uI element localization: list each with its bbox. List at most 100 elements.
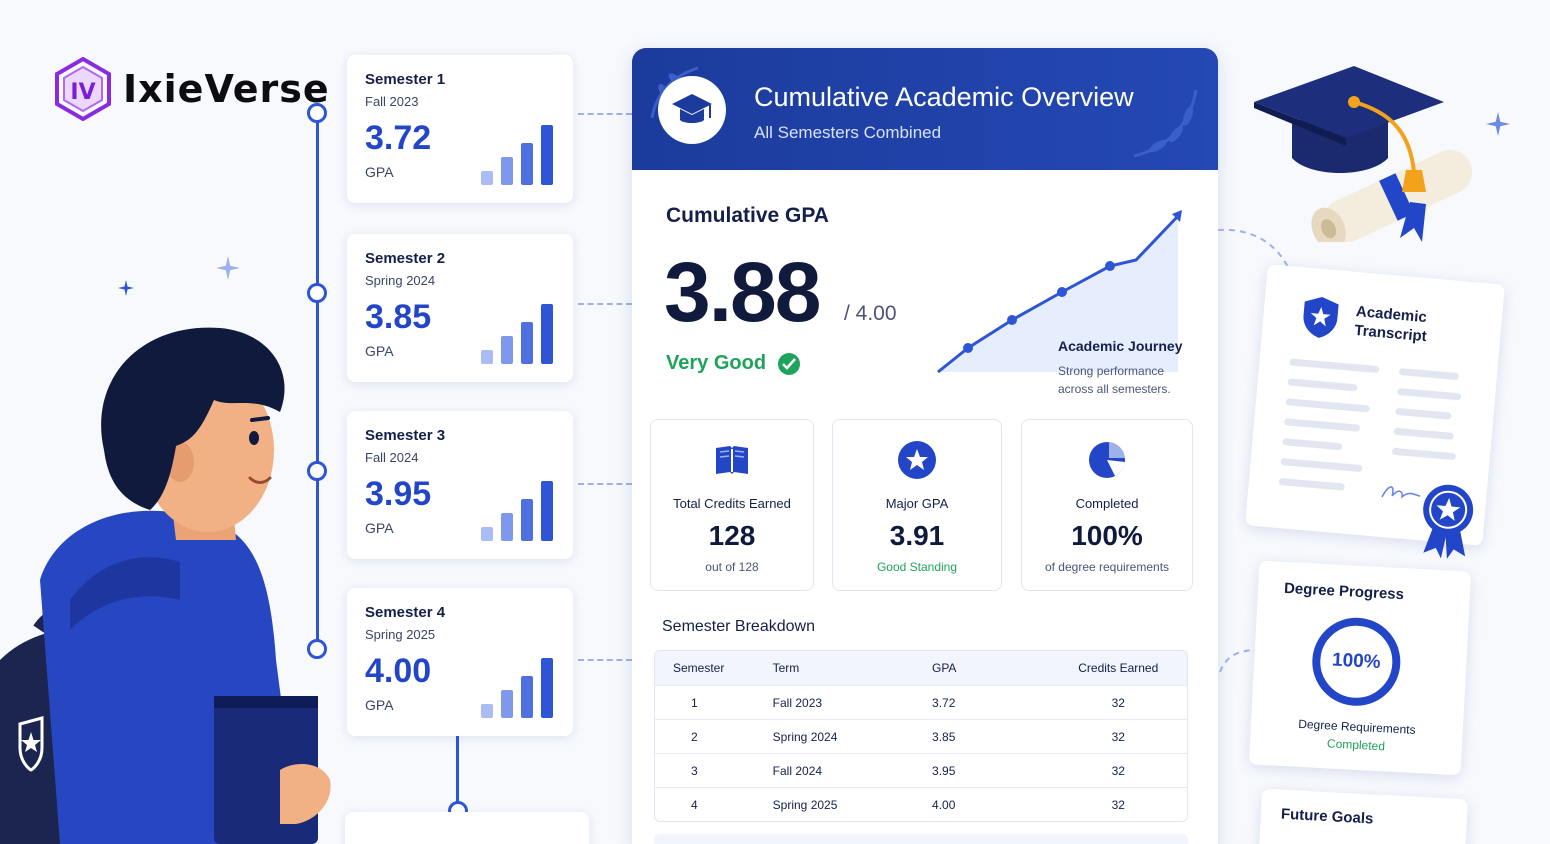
- timeline-node: [307, 461, 327, 481]
- bar-chart-icon: [481, 656, 555, 718]
- cell-semester: 4: [691, 797, 698, 812]
- connector-dash: [578, 483, 632, 485]
- gpa-label: GPA: [365, 164, 394, 180]
- laurel-icon: [1133, 89, 1198, 158]
- cumulative-gpa-value: 3.88: [664, 245, 821, 339]
- table-row[interactable]: 3 Fall 2024 3.95 32: [655, 753, 1187, 787]
- degree-progress-title: Degree Progress: [1283, 579, 1405, 604]
- semester-term: Fall 2024: [365, 450, 419, 465]
- stat-sub: Good Standing: [876, 560, 958, 574]
- semester-gpa: 4.00: [365, 652, 432, 690]
- semester-gpa: 3.95: [365, 475, 432, 513]
- graduation-cap-icon: [672, 94, 712, 123]
- semester-term: Spring 2024: [365, 273, 436, 288]
- gpa-rating: Very Good: [666, 352, 767, 374]
- cell-term: Fall 2024: [772, 763, 823, 778]
- signature-icon: [1381, 486, 1421, 499]
- table-row[interactable]: 1 Fall 2023 3.72 32: [655, 685, 1187, 719]
- journey-trend-chart: [937, 210, 1182, 374]
- cell-gpa: 3.95: [932, 763, 956, 778]
- cell-term: Spring 2024: [772, 729, 838, 744]
- timeline-line-lower: [456, 736, 459, 808]
- cell-gpa: 4.00: [932, 797, 956, 812]
- stat-label: Major GPA: [885, 496, 949, 511]
- academic-transcript-card[interactable]: Academic Transcript: [1245, 264, 1505, 559]
- text-placeholder-line: [1398, 367, 1460, 381]
- semester-gpa: 3.72: [365, 119, 432, 157]
- future-goals-card[interactable]: Future Goals: [1258, 788, 1468, 844]
- table-row[interactable]: 4 Spring 2025 4.00 32: [655, 787, 1187, 821]
- cell-semester: 3: [691, 763, 698, 778]
- text-placeholder-line: [1287, 378, 1358, 392]
- table-header: Semester Term GPA Credits Earned: [655, 651, 1187, 685]
- transcript-title: Academic Transcript: [1353, 303, 1428, 346]
- connector-dash: [578, 303, 632, 305]
- cell-gpa: 3.72: [932, 695, 956, 710]
- svg-text:IV: IV: [70, 80, 95, 105]
- text-placeholder-line: [1289, 358, 1380, 374]
- stat-card-completed[interactable]: Completed 100% of degree requirements: [1021, 419, 1193, 591]
- text-placeholder-line: [1393, 427, 1454, 440]
- pie-chart-icon: [1089, 442, 1125, 478]
- semester-title: Semester 2: [365, 250, 446, 267]
- future-goals-title: Future Goals: [1280, 805, 1374, 828]
- semester-term: Fall 2023: [365, 94, 419, 109]
- cell-term: Spring 2025: [772, 797, 838, 812]
- star-badge-icon: [898, 441, 936, 479]
- shield-star-icon: [1303, 296, 1339, 338]
- timeline-node: [307, 103, 327, 123]
- semester-gpa: 3.85: [365, 298, 432, 336]
- semester-card-next[interactable]: [345, 812, 589, 844]
- semester-title: Semester 1: [365, 71, 446, 88]
- stat-sub: out of 128: [705, 560, 759, 574]
- text-placeholder-line: [1396, 387, 1462, 401]
- progress-percent: 100%: [1331, 649, 1382, 674]
- column-header: Credits Earned: [1078, 661, 1159, 675]
- semester-title: Semester 3: [365, 427, 446, 444]
- progress-ring: 100%: [1310, 615, 1403, 709]
- sparkle-icon: [118, 280, 134, 296]
- text-placeholder-line: [1283, 418, 1361, 432]
- stat-sub: of degree requirements: [1044, 560, 1170, 574]
- bar-chart-icon: [481, 479, 555, 541]
- bar-chart-icon: [481, 302, 555, 364]
- semester-term: Spring 2025: [365, 627, 436, 642]
- seal-ribbon-icon: [1423, 484, 1474, 559]
- breakdown-title: Semester Breakdown: [662, 618, 815, 635]
- gpa-label: GPA: [365, 343, 394, 359]
- stat-label: Completed: [1075, 496, 1139, 511]
- text-placeholder-line: [1278, 477, 1346, 491]
- text-placeholder-line: [1395, 407, 1452, 420]
- graduation-cap-badge: [658, 76, 726, 144]
- stat-label: Total Credits Earned: [673, 496, 791, 511]
- overview-header: Cumulative Academic Overview All Semeste…: [632, 48, 1218, 170]
- gpa-label: GPA: [365, 520, 394, 536]
- semester-card[interactable]: Semester 4 Spring 2025 4.00 GPA: [347, 588, 573, 736]
- stat-value: 3.91: [889, 520, 945, 551]
- cell-semester: 2: [691, 729, 698, 744]
- stat-value: 100%: [1071, 520, 1143, 551]
- cumulative-overview-panel: Cumulative Academic Overview All Semeste…: [632, 48, 1218, 844]
- stat-card-major-gpa[interactable]: Major GPA 3.91 Good Standing: [832, 419, 1002, 591]
- overview-title: Cumulative Academic Overview: [754, 82, 1134, 112]
- graduation-cap-diploma-illustration: [1254, 66, 1473, 242]
- hexagon-logo-icon: IV: [55, 57, 111, 121]
- check-icon: [778, 353, 800, 375]
- text-placeholder-line: [1282, 438, 1343, 451]
- overview-subtitle: All Semesters Combined: [754, 123, 942, 142]
- stat-card-credits[interactable]: Total Credits Earned 128 out of 128: [650, 419, 814, 591]
- column-header: GPA: [931, 661, 957, 675]
- semester-title: Semester 4: [365, 604, 446, 621]
- table-row[interactable]: 2 Spring 2024 3.85 32: [655, 719, 1187, 753]
- brand-logo: IV IxieVerse: [55, 56, 355, 122]
- timeline-node: [307, 639, 327, 659]
- semester-card[interactable]: Semester 3 Fall 2024 3.95 GPA: [347, 411, 573, 559]
- brand-name: IxieVerse: [123, 67, 330, 111]
- semester-card[interactable]: Semester 1 Fall 2023 3.72 GPA: [347, 55, 573, 203]
- cell-semester: 1: [691, 695, 698, 710]
- journey-description: Strong performance across all semesters.: [1058, 364, 1171, 396]
- semester-card[interactable]: Semester 2 Spring 2024 3.85 GPA: [347, 234, 573, 382]
- semester-breakdown-table: Semester Term GPA Credits Earned 1 Fall …: [654, 650, 1188, 822]
- degree-progress-card[interactable]: Degree Progress 100% Degree Requirements…: [1248, 560, 1472, 776]
- bar-chart-icon: [481, 123, 555, 185]
